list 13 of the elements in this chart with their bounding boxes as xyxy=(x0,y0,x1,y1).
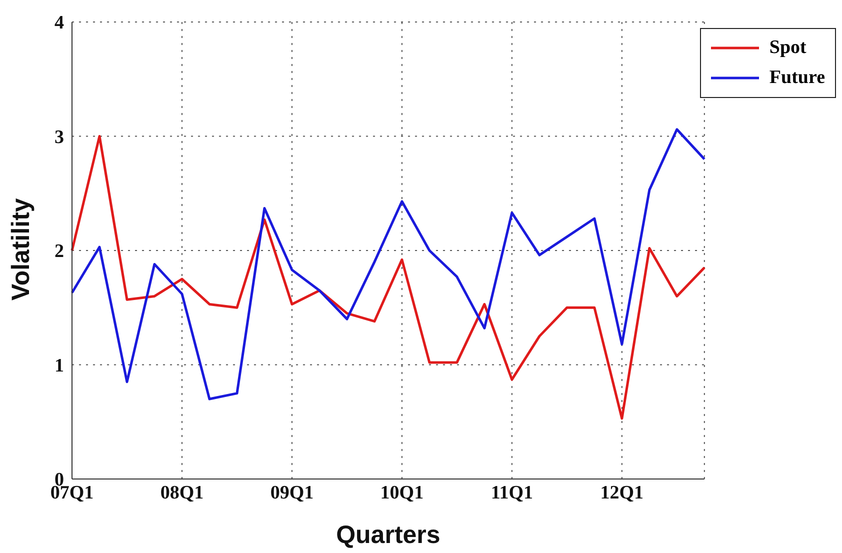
x-axis-title: Quarters xyxy=(336,521,440,549)
legend-label: Future xyxy=(769,67,825,89)
y-axis-title: Volatility xyxy=(6,198,35,300)
y-tick-label: 4 xyxy=(54,12,64,34)
x-tick-label: 11Q1 xyxy=(490,482,534,504)
y-tick-label: 2 xyxy=(54,241,64,262)
y-tick-label: 3 xyxy=(54,126,64,148)
x-tick-label: 09Q1 xyxy=(270,482,314,504)
x-tick-label: 12Q1 xyxy=(600,482,644,504)
y-tick-label: 1 xyxy=(54,355,64,376)
x-tick-label: 10Q1 xyxy=(380,482,424,504)
legend-label: Spot xyxy=(769,37,806,59)
x-tick-label: 08Q1 xyxy=(160,482,204,504)
